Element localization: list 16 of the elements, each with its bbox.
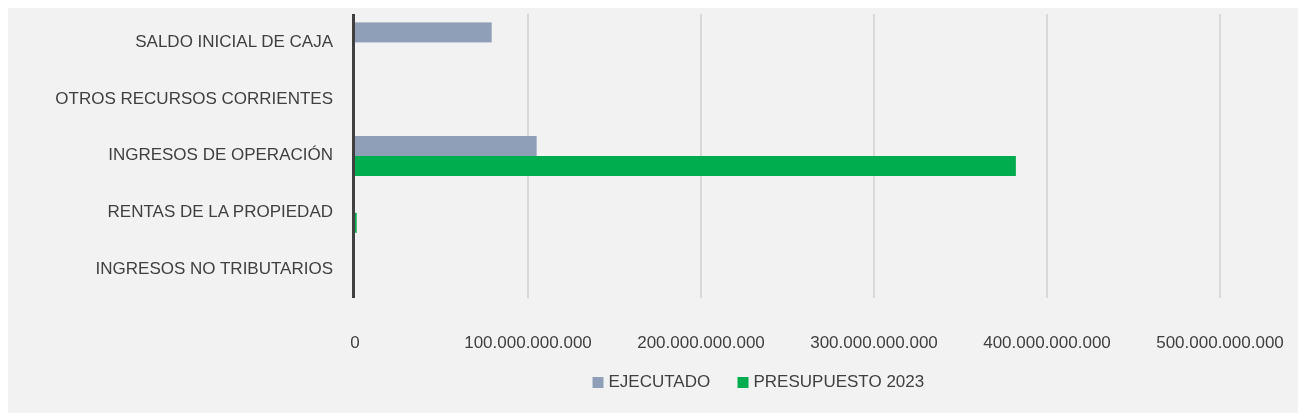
- bar: [355, 136, 537, 156]
- x-tick-label: 0: [350, 333, 360, 352]
- x-tick-label: 400.000.000.000: [983, 333, 1111, 352]
- x-tick-label: 300.000.000.000: [810, 333, 938, 352]
- x-tick-label: 500.000.000.000: [1156, 333, 1284, 352]
- y-tick-label: RENTAS DE LA PROPIEDAD: [107, 202, 333, 222]
- x-tick-label: 200.000.000.000: [637, 333, 765, 352]
- legend-label: EJECUTADO: [608, 372, 711, 392]
- x-tick-label: 100.000.000.000: [464, 333, 592, 352]
- y-tick-label: INGRESOS NO TRIBUTARIOS: [95, 259, 333, 279]
- y-tick-label: INGRESOS DE OPERACIÓN: [108, 145, 333, 165]
- bar: [355, 22, 492, 43]
- y-tick-label: SALDO INICIAL DE CAJA: [135, 31, 334, 51]
- y-tick-label: OTROS RECURSOS CORRIENTES: [55, 88, 333, 108]
- legend-label: PRESUPUESTO 2023: [753, 372, 925, 392]
- bar: [355, 156, 1016, 176]
